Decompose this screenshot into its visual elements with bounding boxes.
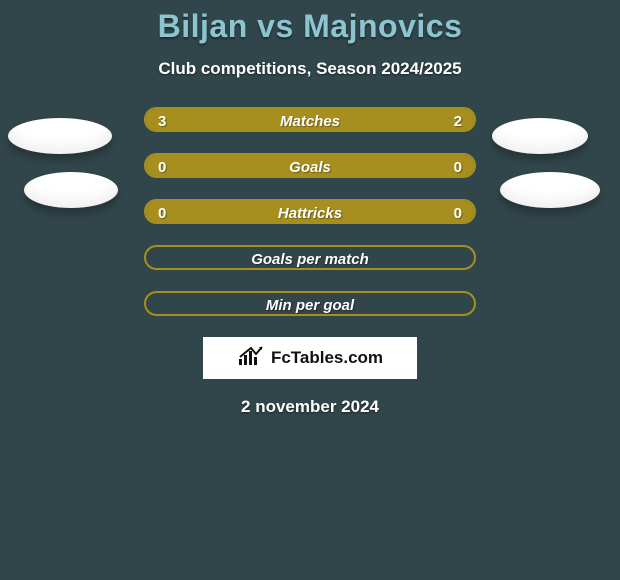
- stat-value-right: 0: [454, 201, 462, 222]
- stat-value-right: 0: [454, 155, 462, 176]
- page-title: Biljan vs Majnovics: [0, 8, 620, 45]
- stat-row: Min per goal: [144, 291, 476, 316]
- stat-label: Hattricks: [146, 201, 474, 222]
- stat-row: Goals per match: [144, 245, 476, 270]
- side-bubble: [492, 118, 588, 154]
- page-subtitle: Club competitions, Season 2024/2025: [0, 59, 620, 79]
- stat-label: Goals: [146, 155, 474, 176]
- stat-value-left: 0: [158, 155, 166, 176]
- infographic-root: Biljan vs Majnovics Club competitions, S…: [0, 0, 620, 580]
- stat-label: Goals per match: [146, 247, 474, 268]
- brand-text: FcTables.com: [271, 348, 383, 368]
- stat-value-left: 0: [158, 201, 166, 222]
- brand-box: FcTables.com: [203, 337, 417, 379]
- stat-label: Matches: [146, 109, 474, 130]
- side-bubble: [500, 172, 600, 208]
- stat-label: Min per goal: [146, 293, 474, 314]
- chart-icon: [237, 345, 265, 372]
- stat-row: Hattricks0 0: [144, 199, 476, 224]
- date-text: 2 november 2024: [0, 397, 620, 417]
- stat-value-left: 3: [158, 109, 166, 130]
- side-bubble: [8, 118, 112, 154]
- stat-row: Goals0 0: [144, 153, 476, 178]
- stat-row: Matches3 2: [144, 107, 476, 132]
- side-bubble: [24, 172, 118, 208]
- stat-value-right: 2: [454, 109, 462, 130]
